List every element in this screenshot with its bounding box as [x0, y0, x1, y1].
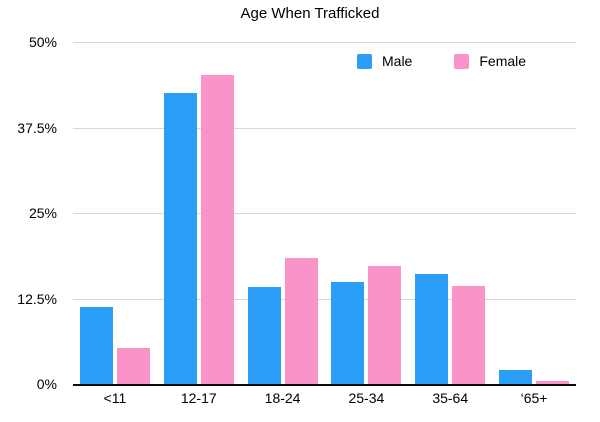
bar-female-18-24 [284, 258, 318, 384]
x-tick-label-12-17: 12-17 [180, 390, 217, 406]
y-tick-label-37-5: 37.5% [17, 119, 57, 136]
legend: Male Female [357, 53, 526, 69]
legend-item-male: Male [357, 53, 412, 69]
y-tick-label-12-5: 12.5% [17, 290, 57, 307]
bar-female-35-64 [452, 286, 486, 384]
gridline-12-5 [73, 298, 576, 300]
bar-male-12-17 [163, 93, 197, 384]
gridline-25 [73, 213, 576, 214]
legend-label-male: Male [382, 53, 413, 69]
bar-male-65 [499, 370, 533, 384]
plot-area [73, 42, 576, 386]
bar-group-35-64 [408, 42, 492, 384]
bar-female-11 [116, 347, 150, 384]
bar-group-25-34 [324, 42, 408, 384]
bar-group-18-24 [241, 42, 325, 384]
x-tick-label-35-64: 35-64 [432, 390, 469, 406]
legend-swatch-male [357, 53, 372, 69]
y-tick-label-0: 0% [36, 376, 57, 392]
y-axis-labels: 50% 37.5% 25% 12.5% 0% [0, 34, 57, 392]
legend-item-female: Female [454, 53, 526, 69]
bar-female-65 [536, 381, 570, 384]
gridline-37-5 [73, 127, 576, 129]
bar-group-65 [492, 42, 576, 384]
bar-male-18-24 [247, 286, 281, 384]
x-tick-label-11: <11 [103, 390, 127, 406]
y-tick-label-50: 50% [28, 34, 57, 50]
legend-label-female: Female [479, 53, 527, 69]
bar-male-35-64 [415, 273, 449, 384]
bar-female-25-34 [368, 266, 402, 384]
x-axis-labels: <11 12-17 18-24 25-34 35-64 ‘65+ [73, 390, 576, 406]
x-tick-label-25-34: 25-34 [348, 390, 385, 406]
y-tick-label-25: 25% [28, 205, 57, 221]
bar-group-12-17 [157, 42, 241, 384]
gridline-50 [73, 42, 576, 43]
x-tick-label-18-24: 18-24 [264, 390, 301, 406]
x-tick-label-65: ‘65+ [520, 390, 548, 406]
bar-male-25-34 [331, 282, 365, 384]
legend-swatch-female [454, 53, 470, 69]
bar-group-11 [73, 42, 157, 384]
bar-male-11 [79, 306, 113, 384]
bar-female-12-17 [200, 74, 234, 384]
chart-title: Age When Trafficked [240, 5, 380, 22]
